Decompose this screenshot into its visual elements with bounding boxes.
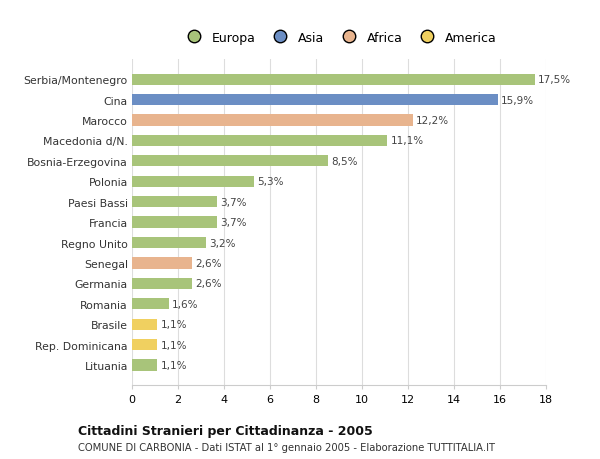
Bar [132, 156, 328, 167]
Bar [132, 74, 535, 86]
Text: 15,9%: 15,9% [501, 95, 534, 106]
Bar [132, 135, 388, 147]
Text: 3,7%: 3,7% [221, 197, 247, 207]
Bar [132, 115, 413, 126]
Text: 8,5%: 8,5% [331, 157, 358, 167]
Text: 1,6%: 1,6% [172, 299, 199, 309]
Text: COMUNE DI CARBONIA - Dati ISTAT al 1° gennaio 2005 - Elaborazione TUTTITALIA.IT: COMUNE DI CARBONIA - Dati ISTAT al 1° ge… [78, 442, 495, 452]
Bar [132, 278, 192, 289]
Bar [132, 258, 192, 269]
Text: 1,1%: 1,1% [161, 360, 187, 370]
Text: Cittadini Stranieri per Cittadinanza - 2005: Cittadini Stranieri per Cittadinanza - 2… [78, 425, 373, 437]
Bar [132, 359, 157, 371]
Bar [132, 298, 169, 310]
Bar [132, 196, 217, 208]
Text: 1,1%: 1,1% [161, 340, 187, 350]
Text: 2,6%: 2,6% [195, 279, 222, 289]
Bar [132, 95, 498, 106]
Text: 3,2%: 3,2% [209, 238, 236, 248]
Bar [132, 339, 157, 350]
Text: 17,5%: 17,5% [538, 75, 571, 85]
Bar [132, 319, 157, 330]
Text: 1,1%: 1,1% [161, 319, 187, 330]
Legend: Europa, Asia, Africa, America: Europa, Asia, Africa, America [176, 27, 502, 50]
Text: 3,7%: 3,7% [221, 218, 247, 228]
Text: 2,6%: 2,6% [195, 258, 222, 269]
Text: 5,3%: 5,3% [257, 177, 284, 187]
Bar [132, 176, 254, 187]
Bar [132, 217, 217, 228]
Text: 11,1%: 11,1% [391, 136, 424, 146]
Text: 12,2%: 12,2% [416, 116, 449, 126]
Bar [132, 237, 206, 249]
